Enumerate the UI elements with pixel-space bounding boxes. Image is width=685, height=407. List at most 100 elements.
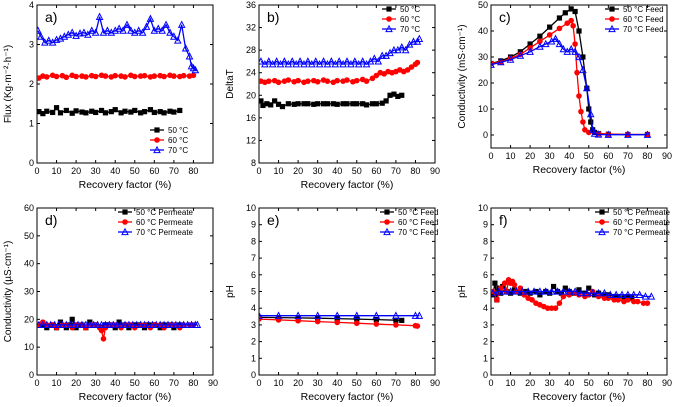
data-point bbox=[354, 101, 360, 107]
data-point bbox=[566, 292, 573, 298]
data-point bbox=[193, 320, 202, 328]
data-point bbox=[500, 287, 509, 295]
data-point bbox=[408, 64, 415, 70]
x-tick-label: 60 bbox=[603, 378, 613, 388]
data-point bbox=[304, 57, 312, 65]
x-tick-label: 70 bbox=[391, 378, 401, 388]
y-axis-label: Conductivity (mS·cm⁻¹) bbox=[457, 24, 468, 128]
x-tick-label: 0 bbox=[256, 166, 261, 176]
data-point bbox=[285, 77, 292, 83]
y-tick-label: 10 bbox=[478, 104, 488, 114]
data-point bbox=[571, 287, 579, 295]
data-point bbox=[351, 57, 359, 65]
y-tick-label: 60 bbox=[24, 203, 34, 213]
legend-marker bbox=[386, 16, 392, 22]
x-tick-label: 0 bbox=[256, 378, 261, 388]
series-60-c-feed bbox=[491, 17, 651, 138]
data-point bbox=[123, 20, 131, 28]
data-point bbox=[529, 297, 535, 303]
legend-label: 50 °C Permeate bbox=[136, 208, 194, 217]
data-point bbox=[629, 295, 635, 301]
data-point bbox=[259, 98, 264, 104]
y-tick-label: 30 bbox=[478, 52, 488, 62]
x-tick-label: 70 bbox=[623, 378, 633, 388]
data-point bbox=[393, 317, 399, 323]
data-point bbox=[562, 10, 568, 16]
data-point bbox=[73, 73, 79, 80]
data-point bbox=[260, 102, 266, 109]
data-point bbox=[73, 108, 79, 114]
data-point bbox=[74, 320, 82, 328]
data-point bbox=[572, 8, 578, 15]
y-tick-label: 6 bbox=[483, 270, 488, 280]
data-point bbox=[190, 72, 197, 79]
y-tick-label: 50 bbox=[478, 0, 488, 10]
legend-label: 70 °C bbox=[168, 146, 188, 155]
data-point bbox=[301, 101, 307, 107]
y-tick-label: 0 bbox=[483, 130, 488, 140]
data-point bbox=[84, 30, 92, 38]
data-point bbox=[191, 65, 200, 74]
data-point bbox=[594, 288, 603, 297]
legend-label: 60 °C Feed bbox=[623, 15, 664, 24]
data-point bbox=[334, 319, 341, 326]
data-point bbox=[541, 39, 550, 48]
data-area bbox=[491, 277, 656, 312]
data-point bbox=[179, 320, 188, 328]
data-point bbox=[334, 101, 340, 107]
x-tick-label: 50 bbox=[584, 378, 594, 388]
data-point bbox=[69, 316, 75, 322]
data-point bbox=[167, 108, 173, 114]
legend-marker bbox=[154, 137, 160, 143]
data-point bbox=[363, 78, 370, 84]
data-point bbox=[315, 101, 321, 107]
data-point bbox=[512, 287, 521, 295]
x-tick-label: 50 bbox=[584, 151, 594, 161]
x-tick-label: 50 bbox=[352, 378, 362, 388]
legend-marker bbox=[385, 24, 393, 33]
data-point bbox=[630, 298, 637, 305]
x-tick-label: 60 bbox=[371, 166, 381, 176]
y-tick-label: 4 bbox=[251, 303, 256, 313]
x-tick-label: 80 bbox=[410, 166, 420, 176]
data-point bbox=[171, 109, 177, 115]
series-60-c bbox=[37, 72, 197, 81]
legend-marker bbox=[598, 227, 606, 236]
legend-marker bbox=[121, 227, 129, 236]
x-tick-label: 90 bbox=[430, 166, 440, 176]
y-tick-label: 1 bbox=[251, 353, 256, 363]
x-axis-label: Recovery factor (%) bbox=[79, 391, 172, 402]
data-point bbox=[54, 320, 63, 328]
data-point bbox=[578, 108, 584, 115]
legend-marker bbox=[386, 6, 392, 12]
x-tick-label: 60 bbox=[371, 378, 381, 388]
x-tick-label: 40 bbox=[332, 166, 342, 176]
data-point bbox=[134, 26, 143, 34]
data-point bbox=[369, 75, 376, 82]
data-point bbox=[344, 101, 350, 107]
panel-label: e) bbox=[267, 212, 279, 228]
data-point bbox=[53, 73, 60, 80]
panel-label: a) bbox=[45, 9, 57, 25]
legend-label: 60 °C Feed bbox=[398, 218, 439, 227]
data-point bbox=[527, 41, 533, 47]
data-point bbox=[590, 129, 599, 137]
data-point bbox=[556, 300, 563, 306]
x-tick-label: 90 bbox=[662, 151, 672, 161]
data-point bbox=[172, 320, 180, 328]
data-point bbox=[259, 57, 265, 65]
x-tick-label: 30 bbox=[313, 378, 323, 388]
series-70-c bbox=[259, 34, 424, 68]
data-point bbox=[643, 130, 652, 138]
x-tick-label: 80 bbox=[642, 378, 652, 388]
x-tick-label: 70 bbox=[623, 151, 633, 161]
legend-marker bbox=[153, 145, 161, 154]
x-tick-label: 10 bbox=[274, 378, 284, 388]
data-point bbox=[344, 77, 350, 83]
data-point bbox=[264, 57, 273, 65]
data-point bbox=[295, 77, 301, 84]
data-point bbox=[340, 101, 346, 107]
data-point bbox=[183, 320, 192, 328]
x-tick-label: 20 bbox=[293, 378, 303, 388]
